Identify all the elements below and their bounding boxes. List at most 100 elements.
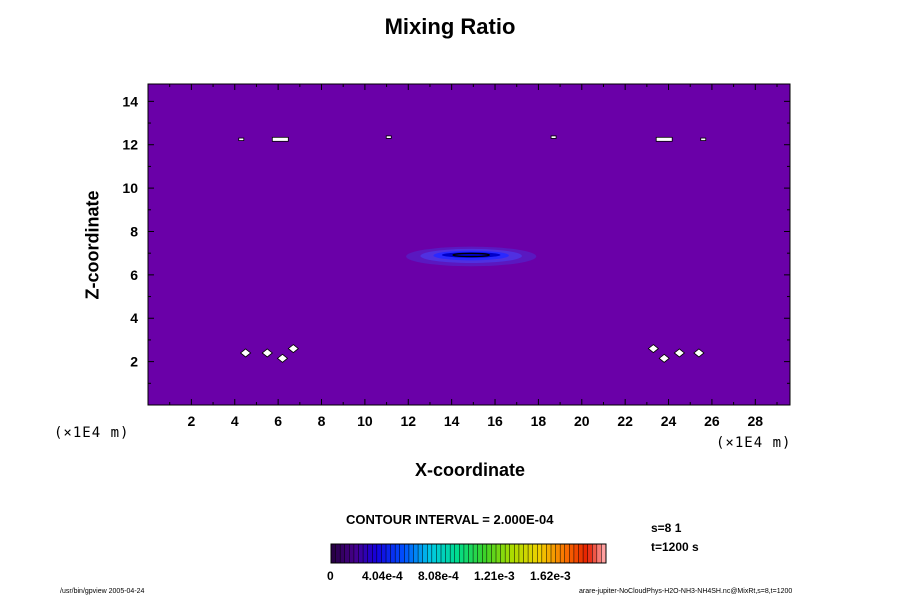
colorbar-swatch [418,544,423,563]
colorbar-swatch [477,544,483,563]
x-unit-label: (×1E4 m) [716,435,792,451]
colorbar-swatch [372,544,378,563]
colorbar-swatch [523,544,529,563]
colorbar-swatch [445,544,451,563]
colorbar-tick-label: 1.62e-3 [530,569,571,583]
colorbar-swatch [551,544,556,563]
colorbar-swatch [596,544,602,563]
colorbar-swatch [532,544,538,563]
missing-data-patch [700,137,707,141]
colorbar-swatch [541,544,547,563]
colorbar-swatch [587,544,593,563]
colorbar-swatch [546,544,552,563]
colorbar-swatch [463,544,469,563]
colorbar-swatch [390,544,396,563]
colorbar-swatch [578,544,584,563]
colorbar-swatch [408,544,414,563]
colorbar-swatch [331,544,336,563]
colorbar-swatch [349,544,355,563]
colorbar-swatch [454,544,460,563]
colorbar-swatch [491,544,497,563]
colorbar-swatch [592,544,598,563]
x-tick-label: 26 [704,413,720,429]
colorbar-swatch [601,544,607,563]
y-tick-label: 14 [122,93,138,109]
x-tick-label: 12 [400,413,416,429]
y-axis-label: Z-coordinate [82,190,103,300]
chart-title: Mixing Ratio [384,14,516,39]
missing-data-patch [385,135,392,139]
colorbar-swatch [450,544,456,563]
colorbar-swatch [482,544,488,563]
x-tick-label: 8 [318,413,326,429]
x-tick-label: 22 [617,413,633,429]
colorbar-swatch [564,544,570,563]
colorbar-swatch [422,544,428,563]
y-tick-label: 6 [130,267,138,283]
plot-frame [147,83,791,406]
x-tick-label: 24 [661,413,677,429]
contour-line [452,252,490,258]
y-tick-label: 2 [130,354,138,370]
colorbar-swatch [441,544,446,563]
missing-data-patch [655,136,673,142]
x-tick-label: 10 [357,413,373,429]
colorbar-swatch [376,544,382,563]
x-tick-label: 14 [444,413,460,429]
colorbar-swatch [573,544,579,563]
missing-data-patch [693,348,705,358]
colorbar-tick-label: 0 [327,569,334,583]
colorbar-swatch [518,544,524,563]
colorbar-swatch [583,544,588,563]
colorbar-swatch [386,544,391,563]
colorbar-swatch [367,544,373,563]
colorbar-swatch [335,544,341,563]
time-label: t=1200 s [651,540,699,554]
missing-data-patch [261,348,273,358]
colorbar-swatch [500,544,506,563]
colorbar-swatch [505,544,511,563]
x-tick-label: 28 [748,413,764,429]
colorbar-swatch [427,544,433,563]
colorbar-swatch [537,544,543,563]
colorbar-swatch [555,544,561,563]
y-tick-label: 12 [122,137,138,153]
colorbar-tick-label: 8.08e-4 [418,569,459,583]
colorbar-swatch [431,544,437,563]
x-tick-label: 6 [274,413,282,429]
footer-source: arare-jupiter-NoCloudPhys-H2O-NH3-NH4SH.… [579,588,793,595]
colorbar-swatch [514,544,520,563]
x-tick-label: 16 [487,413,503,429]
missing-data-patch [647,344,659,354]
colorbar-swatch [404,544,410,563]
x-axis: 2 4 6 8 10 12 14 16 18 20 22 24 26 28 [169,84,778,429]
colorbar-swatch [459,544,465,563]
colorbar-swatch [363,544,368,563]
y-unit-label: (×1E4 m) [54,425,130,441]
colorbar-swatch [358,544,364,563]
contour-interval-label: CONTOUR INTERVAL = 2.000E-04 [346,512,554,527]
colorbar-swatch [344,544,350,563]
colorbar-swatch [413,544,419,563]
colorbar-frame [330,543,607,564]
colorbar-swatch [528,544,533,563]
colorbar-tick-label: 1.21e-3 [474,569,515,583]
x-tick-label: 18 [531,413,547,429]
colorbar-tick-label: 4.04e-4 [362,569,403,583]
footer-command: /usr/bin/gpview 2005-04-24 [60,588,145,595]
x-tick-label: 2 [187,413,195,429]
x-tick-label: 4 [231,413,239,429]
x-axis-label: X-coordinate [414,460,525,480]
y-axis: 2 4 6 8 10 12 14 [122,93,790,384]
colorbar-swatch [496,544,501,563]
colorbar-swatch [468,544,474,563]
colorbar-swatch [486,544,492,563]
colorbar-swatch [569,544,575,563]
colorbar-swatch [436,544,442,563]
missing-data-patch [239,348,252,358]
y-tick-label: 10 [122,180,138,196]
colorbar-swatch [381,544,387,563]
colorbar-swatch [399,544,405,563]
missing-data-patch [550,135,557,139]
